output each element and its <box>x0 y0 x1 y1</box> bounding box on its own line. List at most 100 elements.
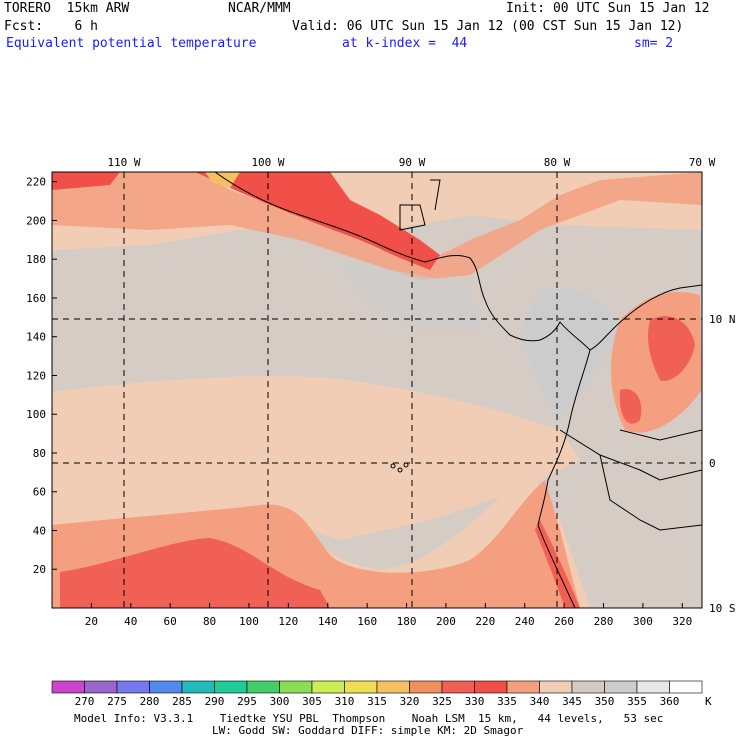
field-330-south <box>60 538 330 608</box>
y-tick-label: 160 <box>26 292 46 305</box>
colorbar-swatch <box>506 680 540 694</box>
x-tick-label: 40 <box>124 615 137 628</box>
y-tick-label: 80 <box>33 447 46 460</box>
longitude-label: 70 W <box>689 156 716 169</box>
colorbar-label: 295 <box>237 695 257 708</box>
colorbar-swatch <box>669 680 703 694</box>
colorbar-label: 310 <box>335 695 355 708</box>
belize-border <box>399 204 426 231</box>
field-350-gulf <box>340 260 480 330</box>
field-350-panama <box>520 289 620 420</box>
k-index: at k-index = 44 <box>342 36 468 51</box>
x-tick-label: 300 <box>633 615 653 628</box>
colorbar-swatch <box>181 680 215 694</box>
y-tick-label: 140 <box>26 331 46 344</box>
model-info: Model Info: V3.3.1 Tiedtke YSU PBL Thomp… <box>74 712 664 725</box>
longitude-label: 110 W <box>107 156 140 169</box>
galapagos-island <box>397 467 403 473</box>
colorbar-label: 355 <box>627 695 647 708</box>
field-330-colombia <box>648 316 695 381</box>
map-field <box>52 172 702 608</box>
y-tick-label: 40 <box>33 524 46 537</box>
x-tick-label: 80 <box>203 615 216 628</box>
colorbar-swatch <box>214 680 248 694</box>
colorbar-label: 270 <box>75 695 95 708</box>
colorbar-swatch <box>149 680 183 694</box>
colorbar-label: 300 <box>270 695 290 708</box>
longitude-label: 90 W <box>399 156 426 169</box>
forecast-hour: Fcst: 6 h <box>4 19 98 34</box>
x-tick-label: 160 <box>357 615 377 628</box>
colorbar-swatch <box>376 680 410 694</box>
x-tick-label: 240 <box>515 615 535 628</box>
x-tick-label: 20 <box>85 615 98 628</box>
colorbar-label: 320 <box>400 695 420 708</box>
colorbar-swatch <box>344 680 378 694</box>
colorbar-swatch <box>51 680 85 694</box>
colombia-border <box>619 429 702 441</box>
colorbar-label: 335 <box>497 695 517 708</box>
colorbar-swatch <box>279 680 313 694</box>
peru-border <box>599 454 702 531</box>
colorbar-swatch <box>409 680 443 694</box>
x-tick-label: 260 <box>554 615 574 628</box>
colorbar-swatch <box>474 680 508 694</box>
x-tick-label: 280 <box>594 615 614 628</box>
colorbar-label: 275 <box>107 695 127 708</box>
colorbar-swatch <box>636 680 670 694</box>
galapagos-island <box>390 463 396 469</box>
valid-time: Valid: 06 UTC Sun 15 Jan 12 (00 CST Sun … <box>292 19 684 34</box>
y-tick-label: 100 <box>26 408 46 421</box>
lat-lon-grid <box>52 172 702 608</box>
colorbar-label: 285 <box>172 695 192 708</box>
field-330-andes <box>619 389 642 424</box>
organization: NCAR/MMM <box>228 1 291 16</box>
field-330-peru <box>535 520 580 608</box>
colorbar-label: 330 <box>465 695 485 708</box>
south-america-coast <box>537 349 591 608</box>
x-tick-label: 120 <box>278 615 298 628</box>
colorbar-label: 345 <box>562 695 582 708</box>
x-tick-label: 140 <box>318 615 338 628</box>
smoothing: sm= 2 <box>634 36 674 51</box>
coastlines <box>214 172 702 608</box>
colorbar-swatch <box>441 680 475 694</box>
colorbar-swatch <box>571 680 605 694</box>
longitude-label: 100 W <box>251 156 284 169</box>
y-tick-label: 200 <box>26 214 46 227</box>
colorbar-label: 325 <box>432 695 452 708</box>
colorbar-label: 360 <box>660 695 680 708</box>
field-340-equator <box>52 375 580 540</box>
colorbar: 270 275 280 285 290 295 300 305 310 315 320 325 330 3… <box>51 680 712 708</box>
colorbar-label: 290 <box>205 695 225 708</box>
central-america-coast <box>214 172 702 351</box>
colorbar-label: 280 <box>140 695 160 708</box>
latitude-label: 0 <box>709 457 716 470</box>
colorbar-swatch <box>604 680 638 694</box>
latitude-label: 10 S <box>709 602 736 615</box>
y-tick-label: 60 <box>33 486 46 499</box>
y-tick-label: 20 <box>33 563 46 576</box>
physics-info: LW: Godd SW: Goddard DIFF: simple KM: 2D… <box>212 724 524 737</box>
y-tick-label: 220 <box>26 176 46 189</box>
x-tick-label: 200 <box>436 615 456 628</box>
y-tick-label: 120 <box>26 369 46 382</box>
field-330-nw <box>52 172 120 190</box>
map-frame <box>51 171 703 609</box>
model-name: TORERO 15km ARW <box>4 1 130 16</box>
field-320-spot <box>205 172 240 188</box>
colorbar-label: 315 <box>367 695 387 708</box>
colorbar-unit: K <box>705 695 712 708</box>
x-tick-label: 320 <box>672 615 692 628</box>
colorbar-swatch <box>246 680 280 694</box>
latitude-label: 10 N <box>709 313 736 326</box>
field-335-north <box>52 172 702 280</box>
colorbar-label: 350 <box>595 695 615 708</box>
colorbar-swatch <box>84 680 118 694</box>
colorbar-label: 305 <box>302 695 322 708</box>
x-tick-label: 60 <box>164 615 177 628</box>
colorbar-swatch <box>116 680 150 694</box>
init-time: Init: 00 UTC Sun 15 Jan 12 <box>506 1 710 16</box>
field-title: Equivalent potential temperature <box>6 36 257 51</box>
colorbar-swatch <box>539 680 573 694</box>
